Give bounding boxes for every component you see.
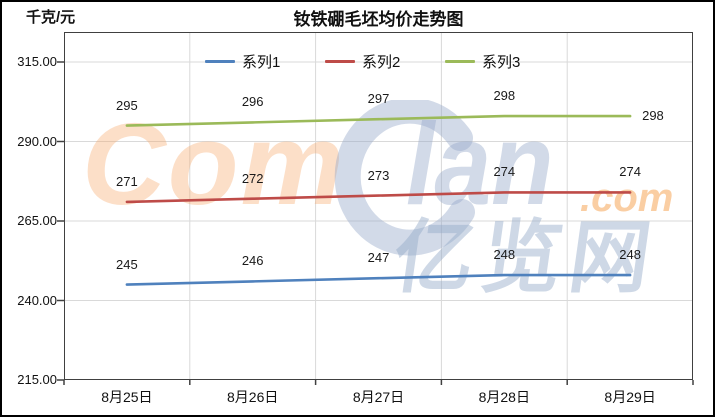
data-label: 296 [241, 94, 264, 110]
y-tick-label: 265.00 [17, 213, 57, 228]
data-label: 248 [619, 247, 641, 263]
legend-item-series1: 系列1 [205, 52, 281, 71]
y-tick-label: 315.00 [17, 54, 57, 69]
chart-title: 钕铁硼毛坯均价走势图 [293, 10, 464, 29]
series3-line-swatch-icon [445, 59, 475, 63]
y-tick-label: 240.00 [17, 292, 57, 308]
x-tick-label: 8月27日 [352, 389, 405, 405]
series2-line-swatch-icon [325, 59, 355, 63]
data-label: 246 [241, 253, 264, 269]
data-label: 274 [493, 164, 516, 180]
data-label: 298 [493, 88, 516, 104]
legend-label-series3: 系列3 [482, 53, 521, 71]
data-label: 273 [367, 167, 390, 183]
y-axis-unit-label: 千克/元 [26, 9, 76, 26]
y-tick-label: 290.00 [17, 133, 57, 149]
legend-label-series2: 系列2 [362, 53, 401, 71]
data-label: 274 [619, 164, 641, 180]
legend-label-series1: 系列1 [242, 53, 281, 71]
data-label: 295 [116, 97, 138, 113]
data-label: 298 [642, 108, 664, 124]
data-label: 248 [493, 247, 516, 263]
x-tick-label: 8月28日 [478, 389, 530, 405]
x-tick-label: 8月29日 [604, 389, 656, 405]
legend-item-series3: 系列3 [445, 52, 521, 71]
data-label: 297 [367, 91, 390, 107]
data-label: 272 [241, 170, 264, 186]
legend: 系列1 系列2 系列3 [0, 52, 715, 71]
x-tick-label: 8月25日 [101, 389, 153, 405]
data-label: 271 [116, 173, 138, 189]
data-label: 245 [116, 256, 138, 272]
x-tick-label: 8月26日 [227, 389, 279, 405]
series1-line-swatch-icon [205, 59, 235, 63]
legend-item-series2: 系列2 [325, 52, 401, 71]
data-label: 247 [367, 250, 390, 266]
y-tick-label: 215.00 [17, 372, 57, 387]
